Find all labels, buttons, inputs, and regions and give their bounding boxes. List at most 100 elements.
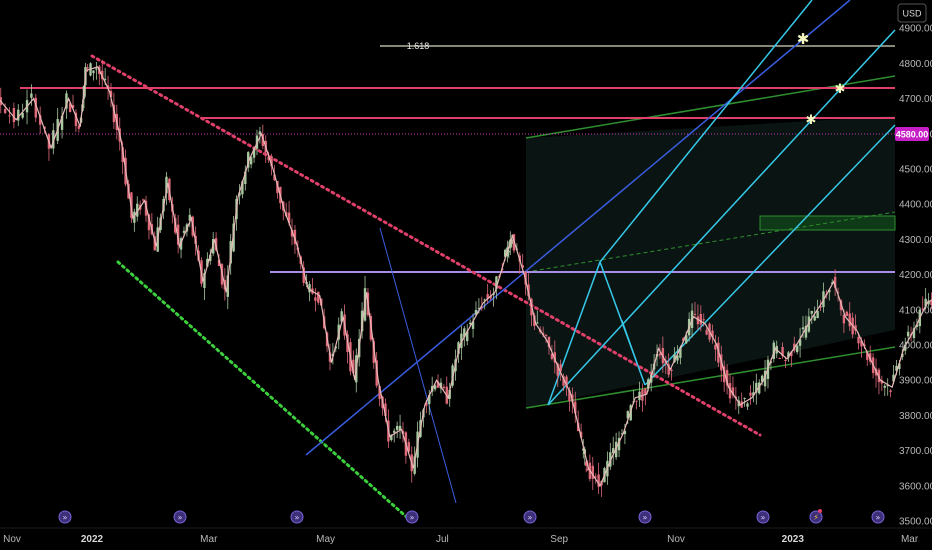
price-axis: 3500.00 3600.00 3700.00 3800.00 3900.00 4000.…: [899, 24, 932, 528]
price-tick-label: 4500.00: [899, 164, 932, 175]
dashed-green-trend: [525, 211, 896, 273]
lightning-icon[interactable]: ⚡: [809, 509, 823, 524]
dividend-icon[interactable]: »: [871, 510, 885, 524]
target-star-3: ✱: [806, 113, 817, 128]
candle-body: [795, 345, 799, 353]
dividend-icon[interactable]: »: [756, 510, 770, 524]
candle-body: [731, 387, 735, 396]
candle-body: [521, 265, 524, 268]
time-tick-label: Nov: [667, 534, 685, 545]
candle-body: [559, 364, 562, 372]
candle-body: [635, 400, 638, 402]
candle-body: [702, 319, 705, 321]
candle-body: [585, 461, 588, 466]
candle-body: [103, 78, 107, 80]
candle-body: [38, 114, 42, 125]
falling-trendline-top: [90, 54, 762, 437]
candle-body: [480, 307, 484, 309]
candle-body: [746, 403, 749, 407]
candle-body: [133, 211, 136, 223]
candle-body: [819, 305, 822, 308]
candle-body: [609, 452, 612, 467]
candle-body: [340, 311, 343, 322]
candle-body: [249, 157, 253, 165]
currency-label: USD: [902, 9, 922, 19]
candle-body: [906, 331, 910, 337]
target-star-2: ✱: [835, 82, 846, 97]
price-series-line: [0, 66, 932, 488]
candle-body: [676, 355, 679, 361]
time-tick-label: May: [316, 534, 335, 545]
candle-body: [384, 403, 387, 417]
candle-body: [685, 335, 688, 344]
candle-body: [743, 397, 746, 399]
candle-body: [393, 430, 396, 433]
candle-body: [866, 351, 869, 360]
candle-body: [857, 336, 860, 344]
svg-text:»: »: [876, 513, 881, 522]
candle-body: [892, 374, 895, 382]
dividend-icon[interactable]: »: [290, 510, 304, 524]
candle-body: [109, 90, 113, 97]
candle-body: [226, 275, 229, 297]
candle-body: [533, 315, 536, 326]
candle-body: [544, 335, 548, 337]
price-tick-label: 4000.00: [899, 340, 932, 351]
candle-body: [722, 366, 726, 383]
candle-body: [471, 321, 475, 329]
candle-body: [463, 328, 466, 338]
candle-body: [428, 395, 431, 404]
candle-body: [153, 236, 156, 251]
price-tick-label: 4700.00: [899, 94, 932, 105]
svg-text:»: »: [63, 513, 68, 522]
last-price-badge: [895, 127, 929, 141]
candle-body: [623, 431, 627, 435]
candle-body: [267, 156, 270, 161]
candle-body: [804, 325, 808, 338]
candle-body: [725, 370, 729, 386]
candle-body: [390, 434, 393, 441]
candle-body: [813, 316, 816, 321]
candle-body: [486, 294, 489, 299]
candle-body: [787, 352, 790, 358]
candle-body: [574, 401, 577, 414]
time-axis: Nov2022MarMayJulSepNov2023MarMayJulSep: [3, 534, 919, 545]
candle-body: [667, 364, 670, 375]
candle-body: [290, 229, 294, 237]
svg-text:»: »: [643, 513, 648, 522]
candle-body: [833, 276, 837, 288]
candle-body: [30, 93, 33, 98]
candle-body: [586, 468, 589, 471]
candle-body: [778, 358, 781, 360]
candle-body: [536, 322, 539, 324]
price-tick-label: 3500.00: [899, 516, 932, 527]
price-tick-label: 3700.00: [899, 446, 932, 457]
candle-body: [801, 327, 805, 330]
price-tick-label: 4200.00: [899, 270, 932, 281]
dividend-icon[interactable]: »: [638, 510, 652, 524]
time-tick-label: Sep: [550, 534, 568, 545]
price-tick-label: 3600.00: [899, 481, 932, 492]
candle-body: [468, 322, 472, 325]
candle-body: [705, 329, 708, 335]
dividend-icon[interactable]: »: [523, 510, 537, 524]
candle-body: [798, 339, 802, 346]
candle-body: [483, 299, 486, 301]
candle-body: [510, 239, 513, 244]
dividend-icon[interactable]: »: [58, 510, 72, 524]
candle-body: [842, 314, 846, 324]
candle-body: [495, 276, 498, 289]
candle-body: [763, 370, 767, 387]
candle-body: [261, 134, 265, 147]
dividend-icon[interactable]: »: [405, 510, 419, 524]
candle-body: [302, 267, 305, 283]
candle-body: [880, 380, 884, 384]
candle-body: [886, 385, 889, 387]
candle-body: [395, 425, 399, 430]
candle-body: [562, 376, 565, 386]
currency-selector[interactable]: [897, 3, 927, 23]
candle-body: [436, 381, 440, 388]
candle-body: [758, 382, 761, 394]
dividend-icon[interactable]: »: [173, 510, 187, 524]
